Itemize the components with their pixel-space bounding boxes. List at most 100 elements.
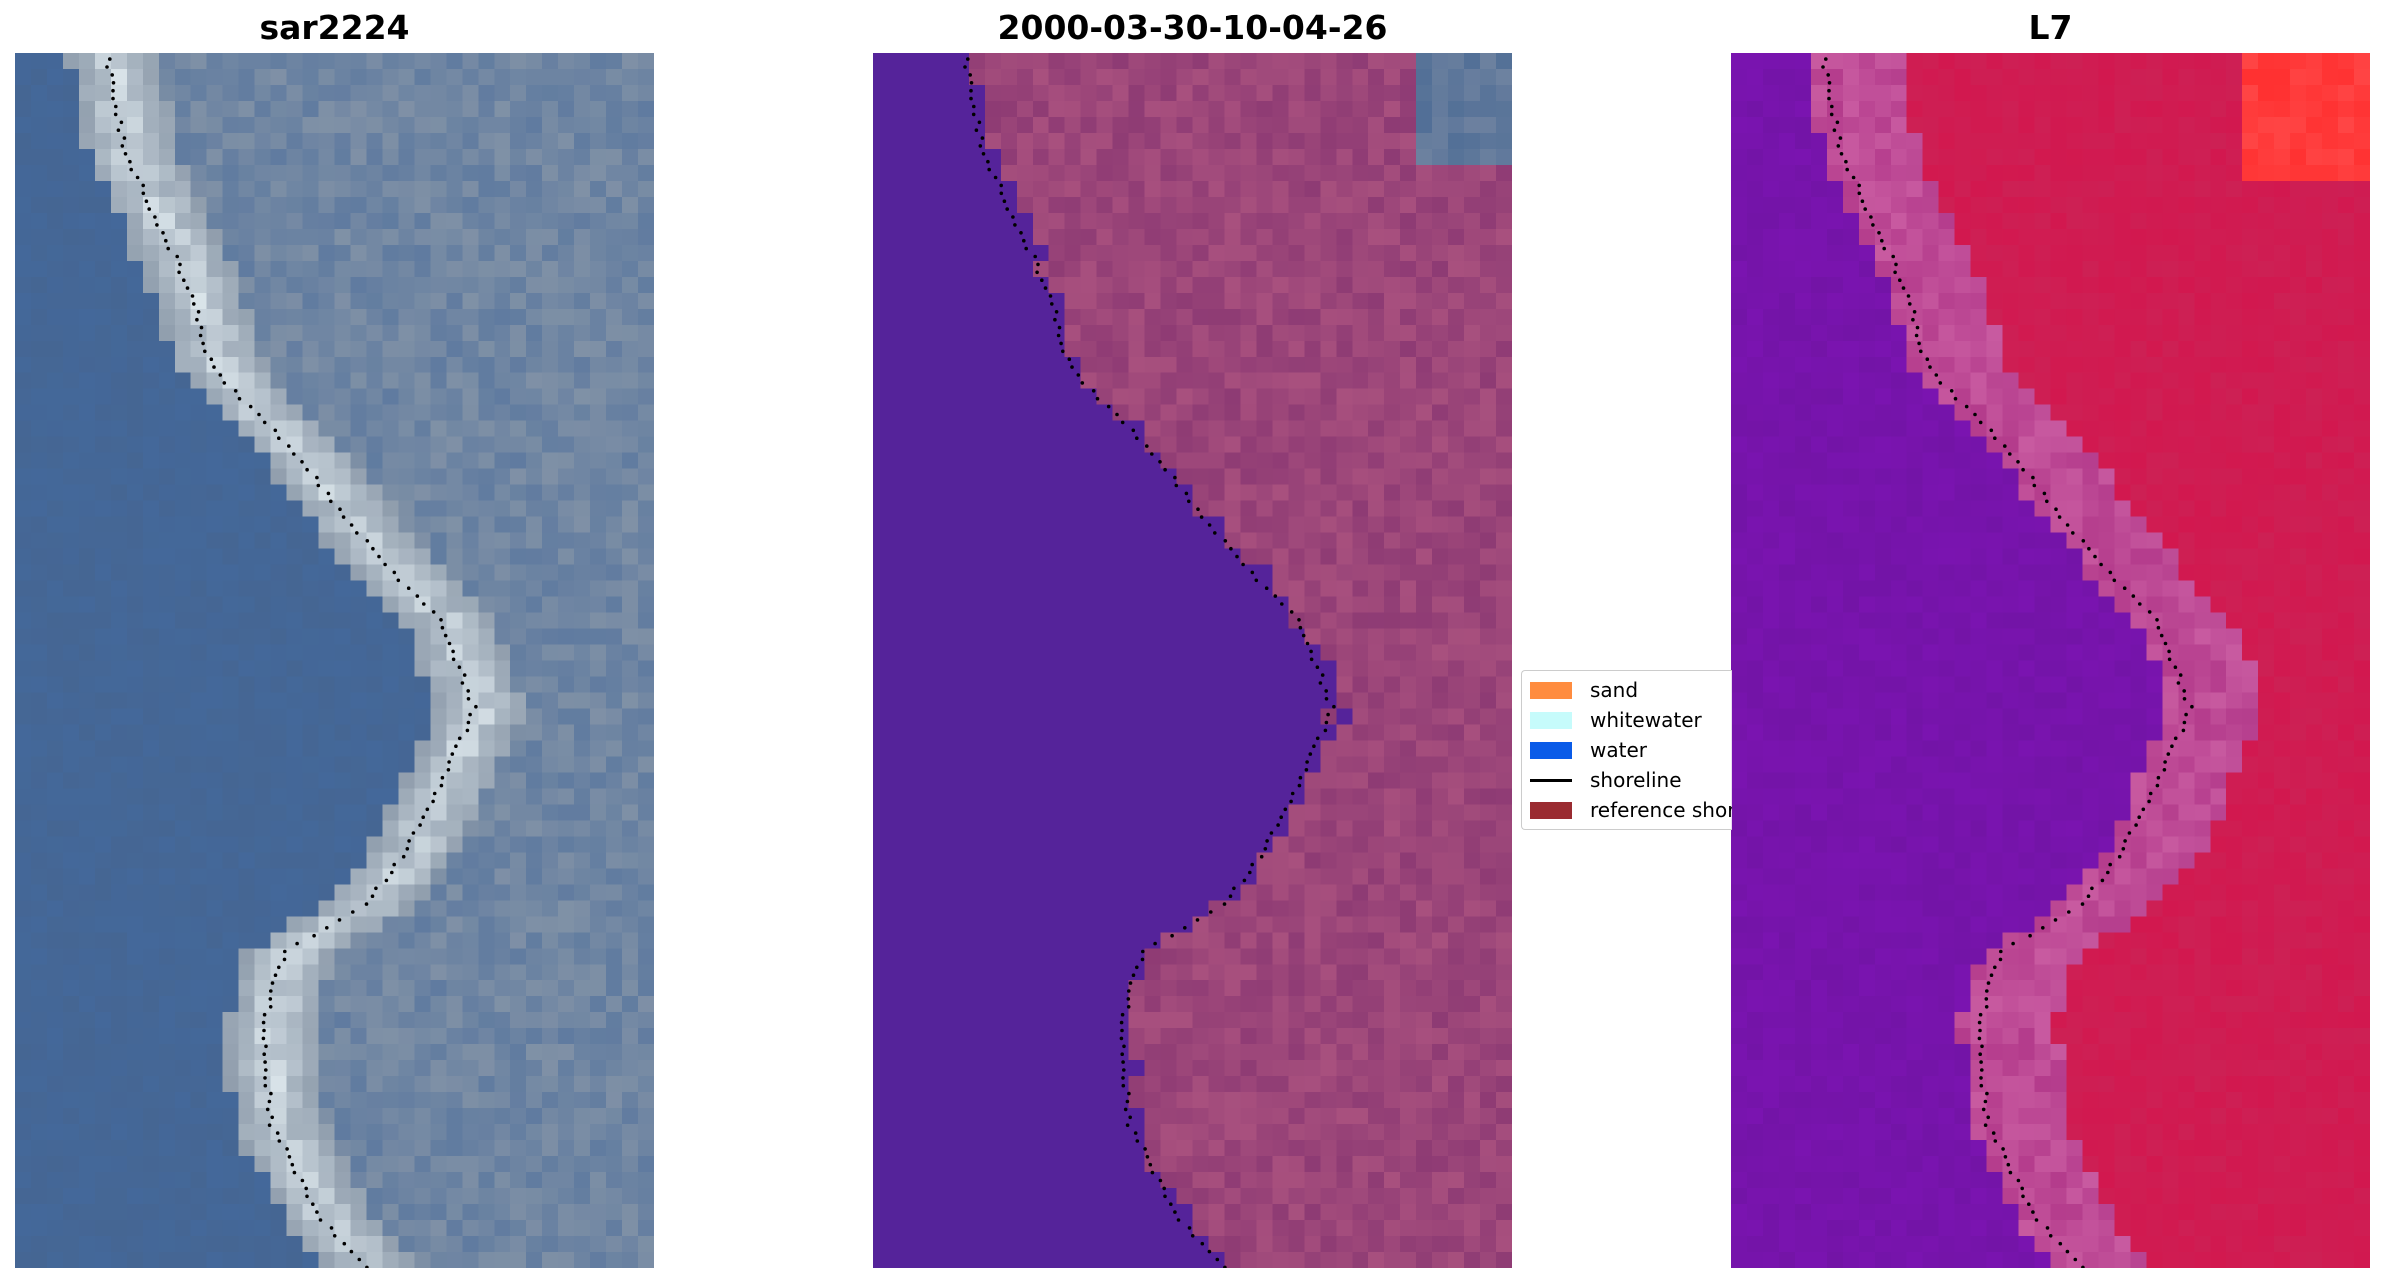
shoreline-point xyxy=(2163,760,2167,764)
shoreline-point xyxy=(971,112,976,117)
shoreline-point xyxy=(392,570,397,575)
shoreline-point xyxy=(222,381,227,385)
shoreline-point xyxy=(128,159,132,164)
shoreline-point xyxy=(1978,420,1983,425)
shoreline-point xyxy=(2053,918,2058,922)
shoreline-point xyxy=(411,831,416,835)
shoreline-point xyxy=(178,262,182,267)
legend-item-sand: sand xyxy=(1530,675,1638,705)
shoreline-point xyxy=(374,886,378,891)
shoreline-point xyxy=(1022,238,1026,243)
shoreline-point xyxy=(1934,373,1939,377)
shoreline-point xyxy=(2081,539,2086,543)
shoreline-point xyxy=(2108,570,2113,575)
shoreline-point xyxy=(999,183,1003,188)
shoreline-point xyxy=(1207,523,1212,527)
shoreline-point xyxy=(2190,704,2194,709)
shoreline-point xyxy=(1106,404,1111,409)
shoreline-point xyxy=(1863,207,1867,211)
shoreline-point xyxy=(1925,357,1930,362)
shoreline-point xyxy=(457,665,462,669)
shoreline-point xyxy=(1195,918,1200,922)
shoreline-point xyxy=(1998,957,2003,962)
shoreline-point xyxy=(164,238,168,243)
shoreline-point xyxy=(1981,1107,1986,1112)
shoreline-point xyxy=(1148,1162,1153,1167)
shoreline-point xyxy=(1836,144,1841,148)
shoreline-point xyxy=(1898,278,1902,282)
shoreline-point xyxy=(969,88,973,93)
shoreline-point xyxy=(1254,578,1259,583)
shoreline-point xyxy=(2071,531,2075,535)
panel-title-rgb: sar2224 xyxy=(259,8,410,47)
shoreline-point xyxy=(1121,1076,1125,1080)
rgb-image-panel xyxy=(15,53,654,1268)
shoreline-point xyxy=(1983,1099,1988,1104)
shoreline-point xyxy=(466,697,471,701)
shoreline-point xyxy=(144,199,149,203)
shoreline-point xyxy=(1938,381,1943,385)
shoreline-point xyxy=(468,712,472,717)
shoreline-point xyxy=(390,870,394,875)
shoreline-point xyxy=(392,862,397,867)
shoreline-point xyxy=(175,254,179,259)
shoreline-point xyxy=(1170,933,1174,938)
shoreline-point xyxy=(2162,768,2167,772)
shoreline-point xyxy=(421,815,426,819)
shoreline-point xyxy=(1228,894,1233,898)
shoreline-point xyxy=(1120,1052,1124,1056)
shoreline-point xyxy=(1135,965,1139,970)
shoreline-point xyxy=(1223,539,1228,543)
shoreline-point xyxy=(1318,681,1323,685)
shoreline-point xyxy=(155,223,159,227)
shoreline-point xyxy=(1985,1091,1989,1096)
shoreline-point xyxy=(1163,1194,1167,1199)
shoreline-point xyxy=(1176,1218,1181,1222)
shoreline-point xyxy=(1312,744,1316,748)
shoreline-point xyxy=(270,981,275,985)
shoreline-point xyxy=(135,175,140,180)
shoreline-point xyxy=(1209,910,1213,914)
shoreline-point xyxy=(2034,1218,2039,1222)
shoreline-point xyxy=(1173,1210,1177,1214)
shoreline-point xyxy=(1298,625,1303,630)
shoreline-point xyxy=(315,1210,319,1214)
index-image-panel xyxy=(1731,53,2370,1268)
shoreline-point xyxy=(1914,333,1919,338)
shoreline-point xyxy=(2112,578,2117,583)
shoreline-point xyxy=(199,325,204,330)
shoreline-point xyxy=(1323,728,1328,733)
shoreline-point xyxy=(1223,1265,1227,1268)
shoreline-point xyxy=(1908,302,1912,306)
shoreline-point xyxy=(2031,1210,2035,1214)
shoreline-point xyxy=(275,1131,280,1135)
shoreline-point xyxy=(1324,697,1329,701)
shoreline-point xyxy=(1978,1052,1982,1056)
shoreline-point xyxy=(1869,215,1873,219)
shoreline-point xyxy=(305,467,309,472)
shoreline-point xyxy=(1894,262,1898,267)
legend-item-reference-shoreline: reference shoreline xyxy=(1530,795,1732,825)
shoreline-point xyxy=(2138,602,2142,606)
shoreline-point xyxy=(1232,886,1236,891)
panel-title-index: L7 xyxy=(2028,8,2073,47)
shoreline-point xyxy=(1324,720,1329,725)
shoreline-point xyxy=(365,539,370,543)
shoreline-point xyxy=(292,452,296,456)
shoreline-point xyxy=(2080,902,2085,906)
shoreline-point xyxy=(2065,523,2070,527)
shoreline-point xyxy=(1248,870,1252,875)
shoreline-point xyxy=(342,1241,347,1246)
shoreline-point xyxy=(425,807,430,812)
shoreline-point xyxy=(1235,554,1239,559)
shoreline-point xyxy=(2006,1162,2011,1167)
water-swatch xyxy=(1530,741,1572,759)
shoreline-point xyxy=(1125,1123,1130,1127)
shoreline-point xyxy=(1984,1005,1989,1009)
shoreline-overlay-classified xyxy=(963,57,1336,1268)
shoreline-point xyxy=(2001,1147,2005,1151)
shoreline-point xyxy=(1860,199,1865,203)
shoreline-point xyxy=(466,689,471,693)
shoreline-point xyxy=(1141,949,1145,954)
shoreline-point xyxy=(1269,831,1274,835)
